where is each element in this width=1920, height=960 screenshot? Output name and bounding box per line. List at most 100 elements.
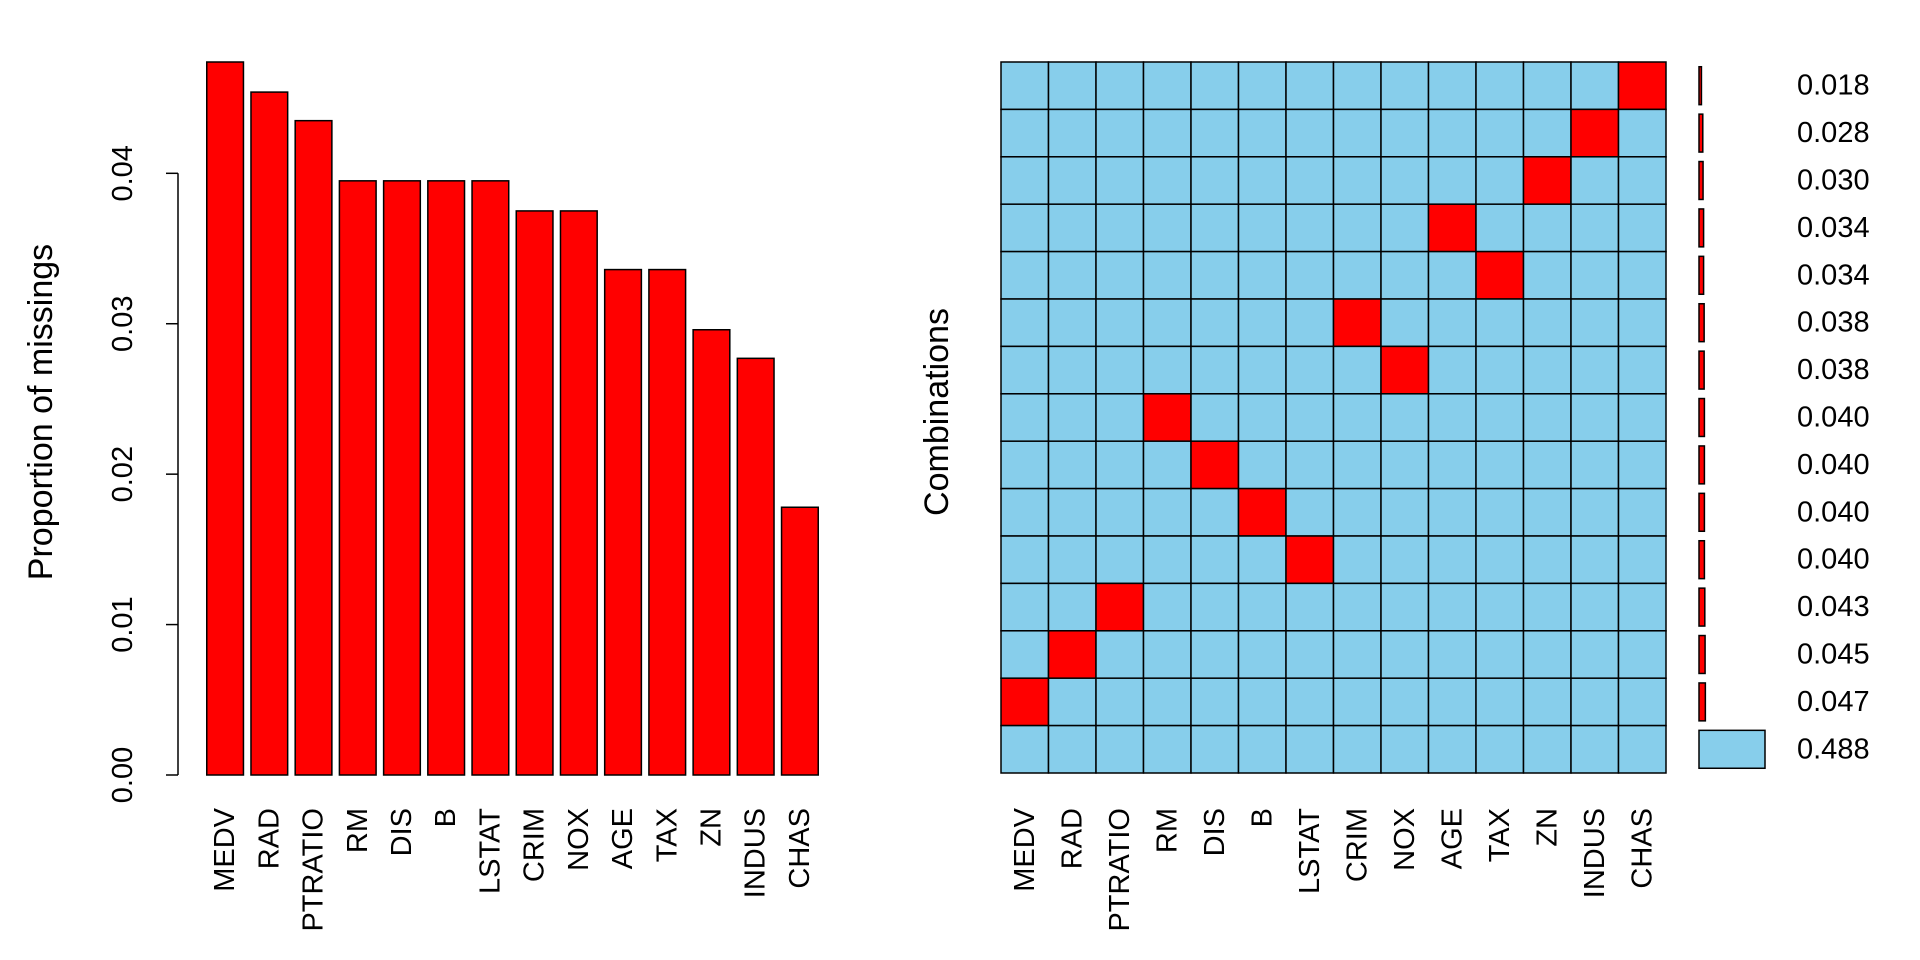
heatmap-cell (1190, 156, 1240, 205)
heatmap-cell (1237, 156, 1287, 205)
bar-x-tick-label: LSTAT (474, 808, 506, 894)
heatmap-x-tick-label: TAX (1484, 808, 1516, 862)
heatmap-cell (1047, 535, 1097, 585)
heatmap-cell (1427, 582, 1477, 632)
heatmap-cell (1095, 724, 1145, 774)
heatmap-cell (1617, 61, 1667, 111)
heatmap-cell (1522, 582, 1572, 632)
heatmap-cell (1190, 108, 1240, 158)
heatmap-cell (1617, 298, 1667, 348)
heatmap-cell (1190, 535, 1240, 585)
heatmap-cell (1142, 724, 1192, 774)
heatmap-cell (1380, 582, 1430, 632)
heatmap-cell (1047, 724, 1097, 774)
heatmap-cell (1522, 393, 1572, 442)
heatmap-cell (1285, 724, 1335, 774)
proportion-bar (1698, 492, 1706, 533)
heatmap-cell (1522, 61, 1572, 111)
heatmap-cell (1237, 440, 1287, 490)
heatmap-cell (1047, 440, 1097, 490)
heatmap-x-tick-label: RM (1151, 808, 1183, 853)
heatmap-cell (1380, 108, 1430, 158)
heatmap-cell (1475, 61, 1525, 111)
heatmap-cell (1380, 724, 1430, 774)
heatmap-cell (1522, 250, 1572, 300)
proportion-label: 0.028 (1797, 117, 1870, 149)
heatmap-cell (1047, 156, 1097, 205)
heatmap-cell (1570, 630, 1620, 679)
bar-x-tick-label: B (430, 808, 462, 827)
heatmap-cell (1237, 677, 1287, 727)
heatmap-cell (1142, 677, 1192, 727)
heatmap-cell (1617, 487, 1667, 537)
bar-x-tick-label: RM (342, 808, 374, 853)
heatmap-cell (1380, 156, 1430, 205)
heatmap-cell (1000, 440, 1050, 490)
heatmap-cell (1190, 724, 1240, 774)
heatmap-cell (1000, 393, 1050, 442)
heatmap-cell (1475, 535, 1525, 585)
bar-x-tick-labels: MEDV RAD PTRATIO RM DIS B LSTAT CRIM NOX AGE TAX ZN… (209, 807, 816, 931)
heatmap-cell (1332, 630, 1382, 679)
proportion-bar (1698, 445, 1706, 485)
heatmap-cell (1570, 677, 1620, 727)
bar-x-tick-label: MEDV (209, 807, 241, 891)
heatmap-cell (1380, 487, 1430, 537)
bar-y-axis-label: Proportion of missings (22, 244, 60, 580)
heatmap-cell (1617, 250, 1667, 300)
proportion-label: 0.040 (1797, 402, 1870, 434)
heatmap-cell (1237, 487, 1287, 537)
heatmap-cell (1190, 630, 1240, 679)
heatmap-cell (1475, 298, 1525, 348)
heatmap-cell (1142, 393, 1192, 442)
proportion-label: 0.038 (1797, 307, 1870, 339)
bar-rm (338, 180, 377, 776)
bar-y-tick-label: 0.03 (107, 296, 139, 352)
heatmap-cell (1570, 61, 1620, 111)
heatmap-cell (1285, 393, 1335, 442)
heatmap-cell (1427, 724, 1477, 774)
heatmap-x-tick-label: INDUS (1579, 808, 1611, 898)
heatmap-cell (1237, 345, 1287, 395)
heatmap-cell (1000, 203, 1050, 253)
heatmap-cell (1617, 582, 1667, 632)
heatmap-cell (1475, 630, 1525, 679)
heatmap-cell (1095, 298, 1145, 348)
heatmap-cell (1095, 630, 1145, 679)
heatmap-cell (1285, 582, 1335, 632)
bar-y-tick-label: 0.00 (107, 747, 139, 803)
heatmap-cell (1047, 582, 1097, 632)
heatmap-cell (1427, 345, 1477, 395)
heatmap-cell (1285, 440, 1335, 490)
bar-rad (250, 91, 289, 776)
heatmap-cell (1095, 440, 1145, 490)
heatmap-x-tick-label: CRIM (1341, 808, 1373, 882)
heatmap-cell (1095, 345, 1145, 395)
proportion-bar (1698, 113, 1704, 153)
bar-series (206, 61, 819, 776)
heatmap-cell (1285, 630, 1335, 679)
heatmap-cell (1570, 250, 1620, 300)
heatmap-cell (1427, 487, 1477, 537)
bar-x-tick-label: DIS (386, 808, 418, 856)
heatmap-cell (1047, 630, 1097, 679)
heatmap-cell (1047, 108, 1097, 158)
heatmap-cell (1000, 345, 1050, 395)
heatmap-cell (1332, 250, 1382, 300)
bar-y-tick-label: 0.04 (107, 145, 139, 201)
heatmap-cell (1380, 203, 1430, 253)
heatmap-cell (1427, 298, 1477, 348)
heatmap-cell (1000, 487, 1050, 537)
proportion-label: 0.040 (1797, 496, 1870, 528)
heatmap-cell (1190, 677, 1240, 727)
heatmap-cell (1475, 487, 1525, 537)
heatmap-cell (1285, 250, 1335, 300)
proportion-label: 0.034 (1797, 212, 1870, 244)
bar-chart-panel: Proportion of missings 0.000.010.020.030… (22, 61, 819, 932)
heatmap-cell (1475, 393, 1525, 442)
heatmap-cell (1000, 108, 1050, 158)
proportion-label: 0.040 (1797, 449, 1870, 481)
heatmap-cell (1332, 677, 1382, 727)
heatmap-cell (1427, 393, 1477, 442)
heatmap-cell (1380, 298, 1430, 348)
